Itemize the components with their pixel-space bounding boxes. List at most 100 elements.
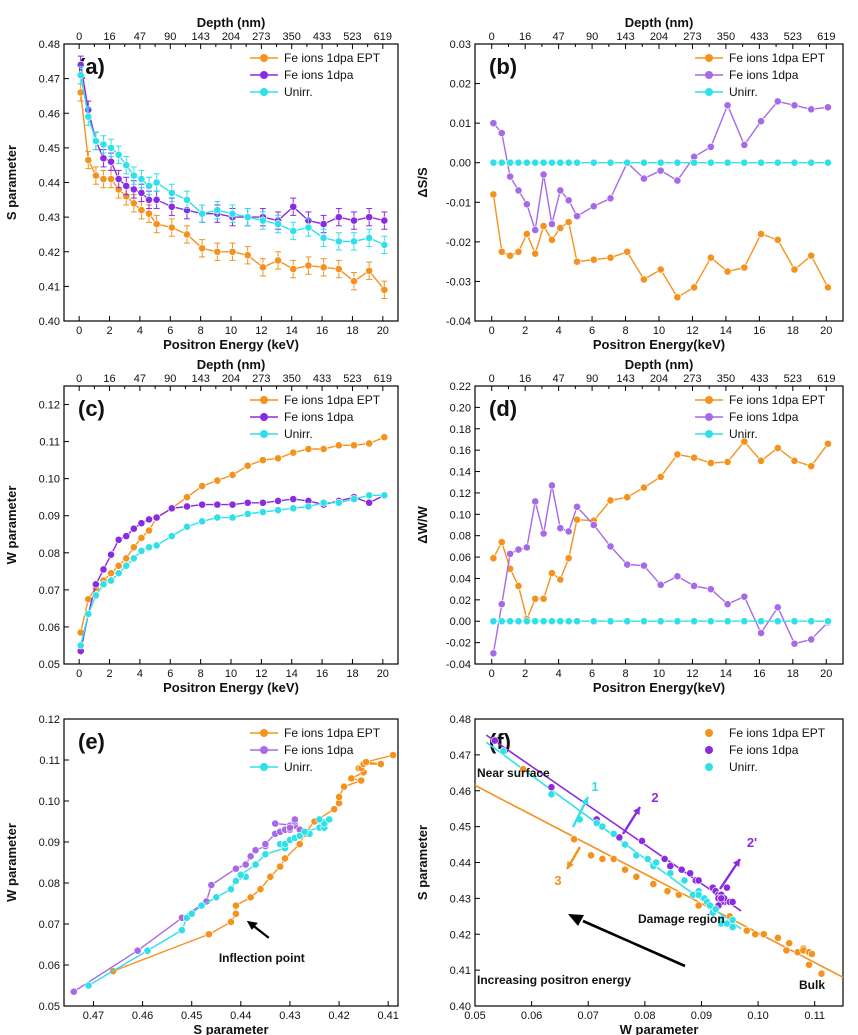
x-tick-label: 0.07 xyxy=(578,1010,599,1022)
data-point xyxy=(145,543,153,552)
data-point xyxy=(531,226,540,234)
data-point xyxy=(587,851,595,860)
data-point xyxy=(740,263,749,272)
data-point xyxy=(365,498,374,507)
data-point xyxy=(723,458,732,466)
y-tick-label: -0.01 xyxy=(446,197,471,209)
x-tick-label: 2 xyxy=(106,325,112,337)
data-point xyxy=(122,554,131,563)
data-point xyxy=(183,195,191,204)
x-tick-label: 8 xyxy=(198,325,204,337)
data-point xyxy=(785,939,794,948)
data-point xyxy=(365,233,374,242)
y-tick-label: 0.10 xyxy=(39,796,60,808)
data-point xyxy=(790,158,799,167)
top-tick-label: 523 xyxy=(343,31,361,43)
series-line xyxy=(492,100,828,231)
data-point xyxy=(690,582,699,590)
fit-line xyxy=(474,784,844,979)
data-point xyxy=(99,140,108,149)
data-point xyxy=(548,235,556,244)
data-point xyxy=(76,71,85,80)
x-tick-label: 0.05 xyxy=(464,1010,485,1022)
data-point xyxy=(773,933,782,942)
y-tick-label: 0.00 xyxy=(450,616,471,628)
annotation-arrowhead xyxy=(246,920,258,930)
plot-frame xyxy=(63,385,399,665)
y-axis-title: W parameter xyxy=(4,823,19,902)
y-tick-label: 0.10 xyxy=(39,474,60,486)
data-point xyxy=(632,851,641,860)
data-point xyxy=(183,502,191,511)
top-tick-label: 350 xyxy=(283,373,301,385)
y-tick-label: 0.07 xyxy=(39,919,60,931)
data-point xyxy=(740,141,749,149)
data-point xyxy=(289,504,298,513)
data-point xyxy=(556,617,565,626)
y-tick-label: 0.46 xyxy=(39,108,60,120)
series-line xyxy=(492,194,829,299)
x-tick-label: 0.42 xyxy=(328,1010,349,1022)
data-point xyxy=(198,517,207,526)
data-point xyxy=(548,220,556,228)
x-tick-label: 0.41 xyxy=(377,1010,398,1022)
data-point xyxy=(757,629,765,637)
top-tick-label: 90 xyxy=(586,373,598,385)
legend-marker xyxy=(705,746,713,754)
series-unirr xyxy=(489,158,832,167)
data-point xyxy=(673,572,682,581)
legend: Fe ions 1dpa EPT Fe ions 1dpa Unirr. xyxy=(250,51,381,99)
legend-label: Fe ions 1dpa EPT xyxy=(729,51,826,65)
data-point xyxy=(114,569,123,578)
data-point xyxy=(506,158,515,167)
annotation-bulk: Bulk xyxy=(799,978,825,992)
data-point xyxy=(295,840,304,848)
data-point xyxy=(656,617,665,626)
x-tick-label: 4 xyxy=(137,668,143,680)
legend-marker xyxy=(260,729,268,737)
data-point xyxy=(107,569,115,578)
data-point xyxy=(213,500,222,509)
energy-arrow xyxy=(582,919,686,968)
data-point xyxy=(564,527,573,536)
data-point xyxy=(740,592,749,601)
legend-marker xyxy=(705,88,713,96)
legend-label: Unirr. xyxy=(284,85,313,99)
data-point xyxy=(673,158,682,167)
data-point xyxy=(728,898,737,906)
data-point xyxy=(490,736,499,745)
y-tick-label: 0.12 xyxy=(39,714,60,726)
data-point xyxy=(690,617,699,626)
data-point xyxy=(706,901,714,910)
data-point xyxy=(99,565,108,574)
top-tick-label: 143 xyxy=(191,373,209,385)
data-point xyxy=(258,498,267,507)
y-tick-label: 0.12 xyxy=(39,400,60,412)
data-point xyxy=(114,561,123,570)
panel-a: 0 2 4 6 8 10 12 14 16 18 20 0.40 0.41 0.42 0.43 0.44 0.4… xyxy=(4,15,399,352)
top-tick-label: 0 xyxy=(489,31,495,43)
data-point xyxy=(489,190,498,199)
data-point xyxy=(497,129,506,137)
data-point xyxy=(129,199,138,208)
top-tick-label: 204 xyxy=(650,373,668,385)
data-point xyxy=(723,617,732,626)
top-tick-label: 350 xyxy=(717,373,735,385)
data-point xyxy=(129,543,138,552)
data-point xyxy=(548,569,556,578)
data-point xyxy=(623,493,632,502)
data-point xyxy=(152,541,161,550)
data-point xyxy=(706,253,715,262)
y-tick-label: -0.02 xyxy=(446,237,471,249)
data-point xyxy=(167,188,176,197)
data-point xyxy=(621,840,629,849)
x-tick-label: 20 xyxy=(820,325,832,337)
data-point xyxy=(274,220,282,228)
data-point xyxy=(99,580,108,589)
data-point xyxy=(519,765,528,774)
vector-label: 3 xyxy=(554,873,561,888)
legend-marker xyxy=(260,430,268,438)
data-point xyxy=(258,456,267,465)
legend-label: Fe ions 1dpa xyxy=(729,410,799,424)
data-point xyxy=(680,876,689,885)
